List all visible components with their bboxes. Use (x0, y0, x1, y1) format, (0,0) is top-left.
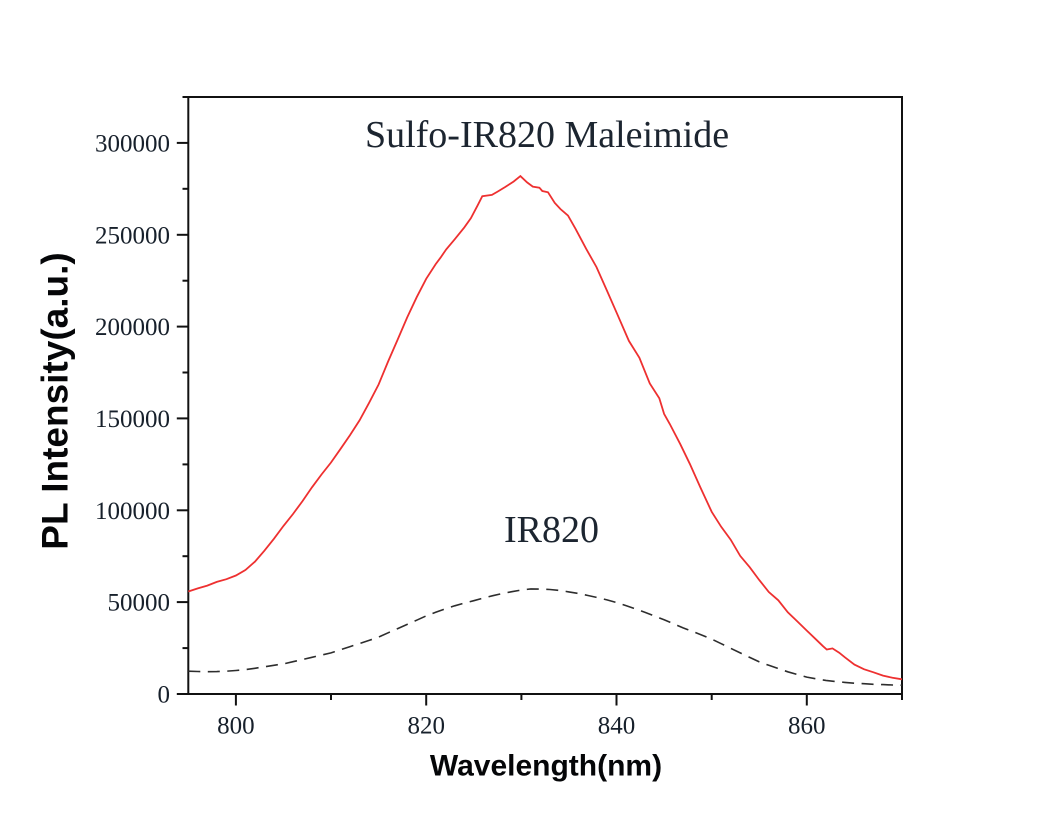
svg-text:IR820: IR820 (504, 509, 599, 551)
svg-text:Wavelength(nm): Wavelength(nm) (430, 750, 662, 783)
svg-text:50000: 50000 (108, 590, 171, 617)
svg-text:300000: 300000 (95, 130, 170, 157)
svg-text:860: 860 (788, 713, 826, 740)
svg-text:200000: 200000 (95, 314, 170, 341)
svg-text:100000: 100000 (95, 498, 170, 525)
svg-text:820: 820 (407, 713, 445, 740)
svg-text:800: 800 (217, 713, 255, 740)
svg-text:250000: 250000 (95, 222, 170, 249)
svg-text:840: 840 (598, 713, 636, 740)
svg-text:PL Intensity(a.u.): PL Intensity(a.u.) (35, 252, 76, 549)
svg-text:0: 0 (158, 682, 171, 709)
svg-text:150000: 150000 (95, 406, 170, 433)
svg-text:Sulfo-IR820 Maleimide: Sulfo-IR820 Maleimide (365, 114, 729, 156)
